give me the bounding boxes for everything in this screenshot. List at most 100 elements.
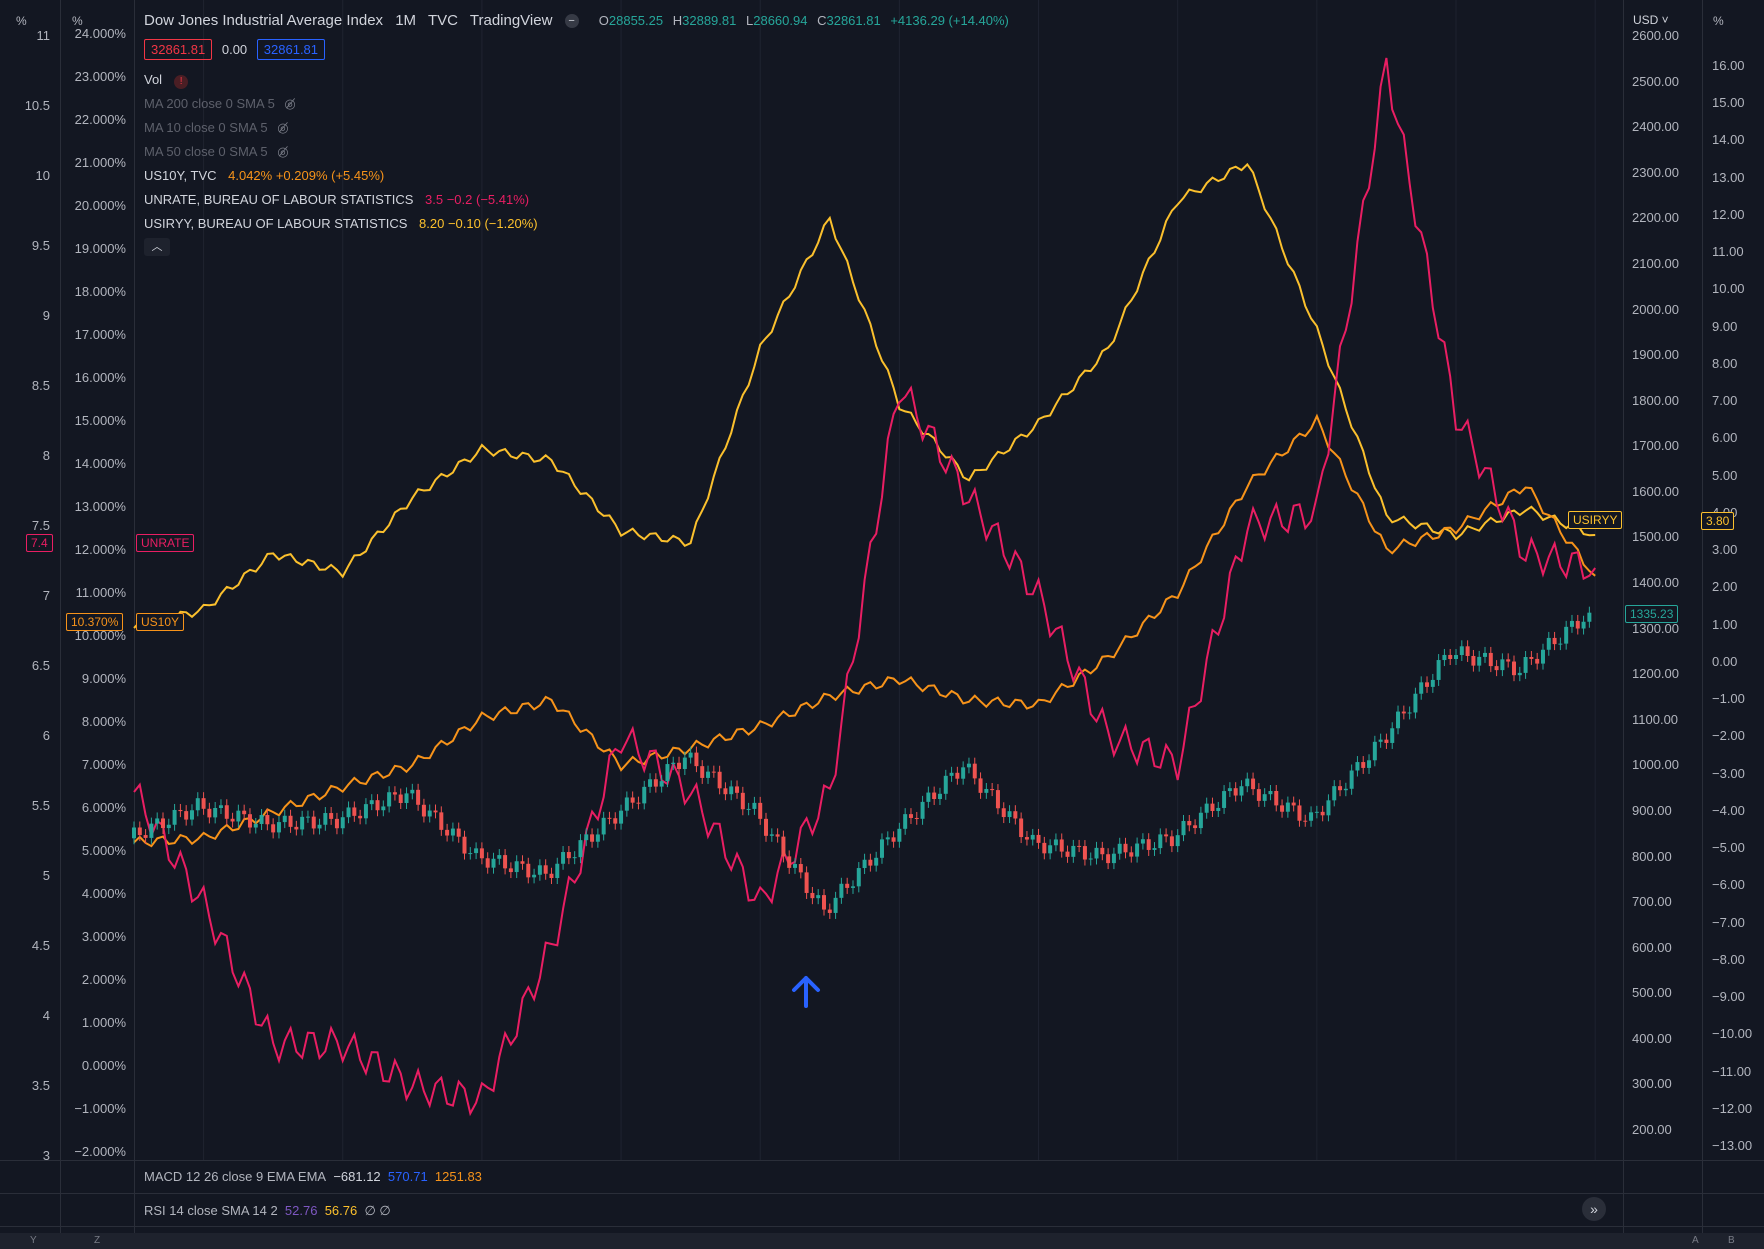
minus-icon[interactable]: − [564,14,579,29]
right-axis-2-tick: −3.00 [1712,765,1745,781]
left-axis-1-border [60,0,61,1249]
left-axis-2-tick: −1.000% [74,1101,126,1116]
left-axis-2-tick: 0.000% [81,1058,126,1073]
shortcut-key-label[interactable]: Y [30,1235,37,1246]
warning-icon[interactable]: ! [174,75,189,89]
indicator-value: 8.20 −0.10 (−1.20%) [415,216,538,231]
indicator-row[interactable]: US10Y, TVC 4.042% +0.209% (+5.45%) [144,168,384,183]
series-line-us10y[interactable] [133,413,1596,848]
right-axis-1-tick: 1000.00 [1632,757,1679,773]
indicator-row[interactable]: USIRYY, BUREAU OF LABOUR STATISTICS 8.20… [144,216,538,231]
pane-divider-macd [0,1160,1764,1161]
unrate-series-tag: UNRATE [136,534,195,552]
shortcut-key-label[interactable]: Z [94,1235,101,1246]
right-axis-2-tick: 13.00 [1712,169,1745,185]
left-axis-2-tick: 6.000% [81,800,126,815]
shortcut-key-label[interactable]: B [1728,1235,1735,1246]
left-axis-1-tick: 11 [36,28,51,43]
series-line-unrate[interactable] [133,57,1596,1117]
hidden-eye-icon[interactable]: ◎̸ [273,144,289,159]
brand-label: TradingView [469,12,553,29]
interval-label[interactable]: 1M [395,12,417,29]
rsi-value: 52.76 [284,1203,318,1218]
right-axis-2-tick: 11.00 [1712,244,1744,260]
right-axis-1-tick: 2300.00 [1632,164,1679,180]
us10y-series-tag: US10Y [136,613,185,631]
right-axis-2-tick: −6.00 [1712,877,1745,893]
left-axis-2-tick: 22.000% [74,112,126,127]
ohlc-low: 28660.94 [753,13,808,28]
right-axis-2-tick: 1.00 [1712,616,1738,632]
left-axis-2-tick: 7.000% [81,757,126,772]
time-axis-border [0,1226,1764,1227]
right-axis-1-tick: 200.00 [1632,1122,1672,1137]
pane-divider-rsi [0,1193,1764,1194]
right-axis-1-tick: 1200.00 [1632,666,1679,682]
indicator-label: MA 200 close 0 SMA 5 [144,96,275,111]
left-axis-2-tick: 21.000% [74,155,126,170]
bid-price[interactable]: 32861.81 [144,39,213,60]
left-axis-2-tick: 3.000% [81,929,126,944]
hidden-eye-icon[interactable]: ◎̸ [273,120,289,135]
left-axis-2-border [134,0,135,1249]
hidden-eye-icon[interactable]: ◎̸ [280,96,296,111]
right-axis-1-tick: 500.00 [1632,985,1672,1001]
indicator-value: 4.042% +0.209% (+5.45%) [224,168,385,183]
right-axis-1-tick: 900.00 [1632,802,1672,818]
right-axis-2-tick: −10.00 [1712,1026,1753,1042]
indicator-label: US10Y, TVC [144,168,217,183]
spread-value: 0.00 [221,42,248,57]
collapse-legend-button[interactable]: ︿ [144,238,170,256]
left-axis-2-unit: % [72,14,83,28]
currency-selector[interactable]: USD ˅ [1633,13,1669,27]
up-arrow-icon[interactable] [788,974,824,1010]
left-axis-1-tick: 4 [42,1008,50,1023]
right-axis-2-tick: −2.00 [1712,728,1745,744]
indicator-label: MA 50 close 0 SMA 5 [144,144,268,159]
indicator-row[interactable]: Vol! [144,72,189,89]
macd-legend[interactable]: MACD 12 26 close 9 EMA EMA −681.12 570.7… [144,1169,482,1184]
left-axis-2-tick: 11.000% [75,585,126,600]
ask-price[interactable]: 32861.81 [256,39,326,60]
right-axis-2-tick: −5.00 [1712,840,1745,856]
left-axis-1-tick: 6 [42,728,50,743]
indicator-row[interactable]: MA 10 close 0 SMA 5 ◎̸ [144,120,289,136]
indicator-row[interactable]: MA 50 close 0 SMA 5 ◎̸ [144,144,289,160]
source-label: TVC [427,12,458,29]
right-axis-2-tick: 8.00 [1712,355,1738,371]
rsi-sma: 56.76 [324,1203,358,1218]
left-axis-1-tick: 3.5 [31,1078,50,1093]
right-axis-2-tick: 3.00 [1712,542,1738,558]
right-axis-2-tick: 2.00 [1712,579,1738,595]
series-line-usiryy[interactable] [133,162,1596,629]
indicator-row[interactable]: UNRATE, BUREAU OF LABOUR STATISTICS 3.5 … [144,192,529,207]
right-axis-1-tick: 1900.00 [1632,347,1679,363]
indicator-label: MA 10 close 0 SMA 5 [144,120,268,135]
left-axis-1-tick: 4.5 [31,938,50,953]
indicator-row[interactable]: MA 200 close 0 SMA 5 ◎̸ [144,96,296,112]
right-axis-2-tick: 5.00 [1712,467,1738,483]
right-axis-2-unit: % [1713,14,1724,28]
scroll-to-realtime-button[interactable]: » [1582,1197,1606,1221]
right-axis-1-tick: 1500.00 [1632,529,1679,545]
bid-ask-row: 32861.81 0.00 32861.81 [144,39,326,60]
left-axis-1-tick: 5.5 [31,798,50,813]
right-axis-2-tick: −12.00 [1712,1100,1753,1116]
rsi-legend[interactable]: RSI 14 close SMA 14 2 52.76 56.76 ∅ ∅ [144,1203,391,1218]
right-axis-1-border [1623,0,1624,1249]
macd-value: −681.12 [333,1169,381,1184]
macd-histogram: 1251.83 [434,1169,482,1184]
left-axis-1-tick: 9 [42,308,50,323]
left-axis-2-tick: 8.000% [81,714,126,729]
left-axis-1-tick: 8.5 [31,378,50,393]
right-axis-1-tick: 1700.00 [1632,438,1679,454]
left-axis-2-tick: 20.000% [74,198,126,213]
symbol-name[interactable]: Dow Jones Industrial Average Index [144,12,384,29]
ohlc-close: 32861.81 [826,13,881,28]
symbol-legend[interactable]: Dow Jones Industrial Average Index 1M TV… [144,12,1009,29]
right-axis-1-tick: 300.00 [1632,1076,1672,1092]
shortcut-key-label[interactable]: A [1692,1235,1699,1246]
right-axis-2-tick: 14.00 [1712,132,1745,148]
